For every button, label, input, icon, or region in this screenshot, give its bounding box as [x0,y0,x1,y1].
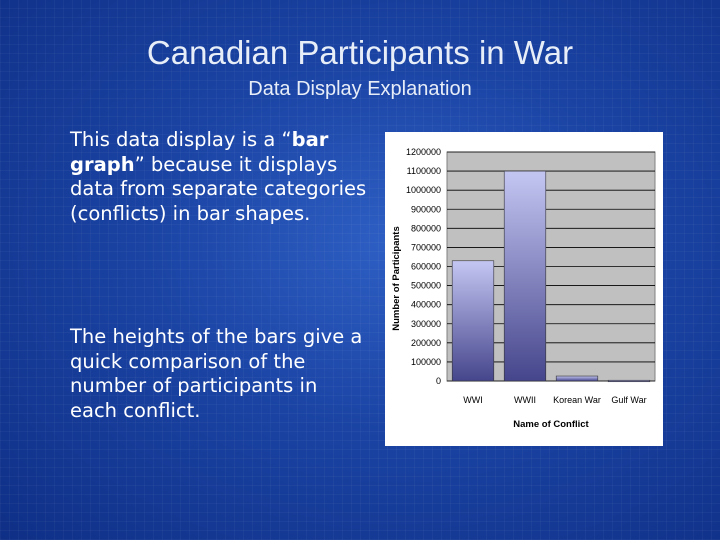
y-tick-label: 1100000 [407,166,441,176]
y-tick-label: 200000 [411,338,441,348]
y-tick-label: 600000 [411,262,441,272]
x-axis-title: Name of Conflict [513,419,589,430]
bar-korean-war [555,375,599,382]
y-tick-label: 800000 [411,223,441,233]
paragraph-1-start: This data display is a “ [70,128,292,151]
y-tick-label: 400000 [411,300,441,310]
x-tick-label: WWI [463,395,483,405]
y-axis-title: Number of Participants [391,226,402,331]
y-tick-label: 1000000 [406,185,441,195]
y-tick-label: 1200000 [406,147,441,157]
paragraph-1-end: ” because it displays data from separate… [70,152,367,225]
y-axis-tick-labels: 0 100000 200000 300000 400000 500000 600000 700… [406,147,441,386]
bar-gulf-war [607,379,651,383]
x-tick-label: Gulf War [611,395,646,405]
bar-wwii [503,170,547,382]
bars [451,170,651,383]
chart-svg: 0 100000 200000 300000 400000 500000 600000 700… [391,147,656,430]
y-tick-label: 700000 [411,242,441,252]
bar-graph-term: bar graph [70,128,329,176]
y-tick-label: 300000 [411,319,441,329]
y-tick-label: 900000 [411,204,441,214]
x-axis-tick-labels: WWI WWII Korean War Gulf War [463,395,646,405]
y-tick-label: 500000 [411,281,441,291]
x-tick-label: Korean War [553,395,601,405]
bar-chart: 0 100000 200000 300000 400000 500000 600000 700… [385,132,663,446]
bar-wwi [451,260,495,382]
slide-subtitle: Data Display Explanation [248,78,472,100]
y-tick-label: 0 [436,376,441,386]
y-tick-label: 100000 [411,357,441,367]
slide-title: Canadian Participants in War [146,34,574,71]
explanation-paragraph-1: This data display is a “bar graph” becau… [70,128,370,226]
x-tick-label: WWII [514,395,536,405]
explanation-paragraph-2: The heights of the bars give a quick com… [70,325,363,422]
